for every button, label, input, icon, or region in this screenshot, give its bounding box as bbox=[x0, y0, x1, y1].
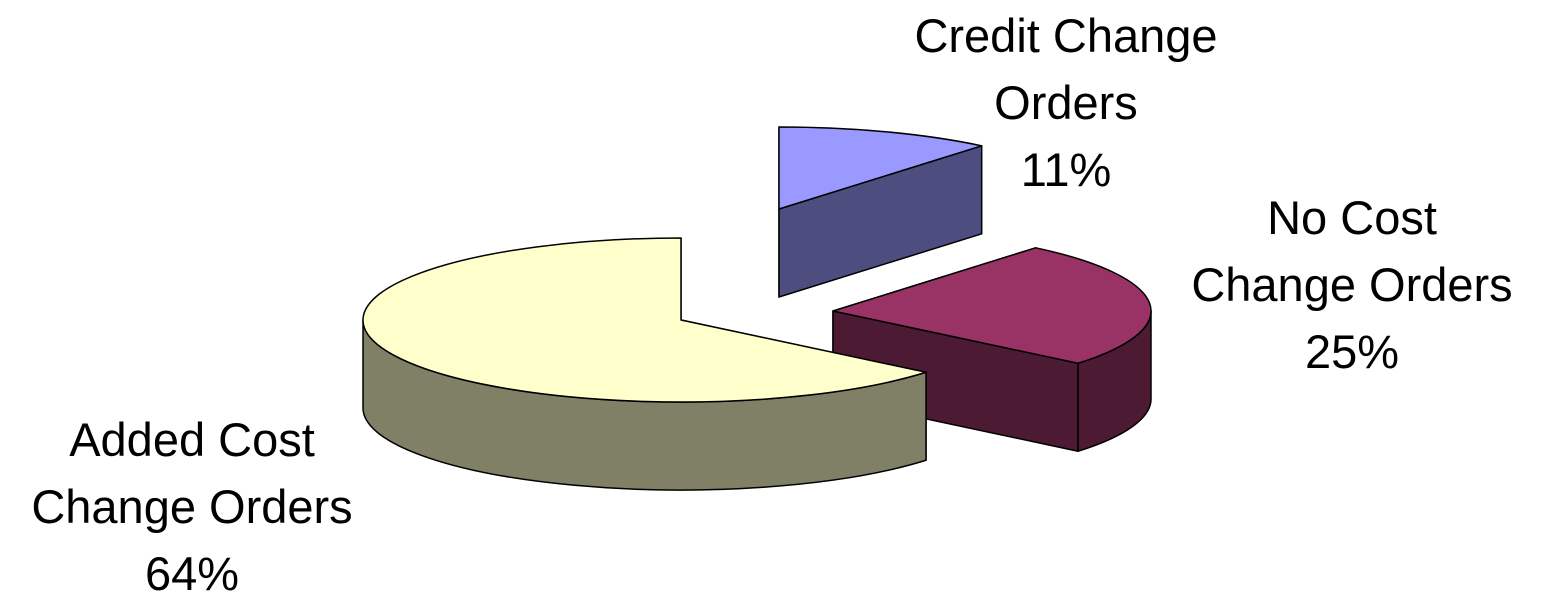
slice-name-label: Change Orders bbox=[31, 480, 352, 533]
slice-percent-label: 11% bbox=[1021, 143, 1112, 196]
slice-label-1: No Cost Change Orders 25% bbox=[1191, 191, 1512, 378]
slice-name-label: No Cost bbox=[1267, 191, 1437, 244]
slice-name-label: Change Orders bbox=[1191, 258, 1512, 311]
slice-name-label: Credit Change bbox=[914, 9, 1217, 62]
slice-top-2 bbox=[362, 237, 927, 403]
slice-percent-label: 25% bbox=[1305, 325, 1399, 378]
slice-label-2: Added Cost Change Orders 64% bbox=[31, 413, 352, 595]
slice-label-0: Credit Change Orders 11% bbox=[914, 9, 1217, 196]
slice-top-0 bbox=[778, 126, 983, 210]
slice-label-layer: Credit Change Orders 11% No Cost Change Orde… bbox=[31, 9, 1512, 595]
slice-name-label: Orders bbox=[994, 76, 1138, 129]
slice-percent-label: 64% bbox=[145, 547, 239, 595]
slice-name-label: Added Cost bbox=[69, 413, 315, 466]
slice-top-layer bbox=[362, 126, 1152, 403]
slice-top-1 bbox=[832, 247, 1152, 365]
